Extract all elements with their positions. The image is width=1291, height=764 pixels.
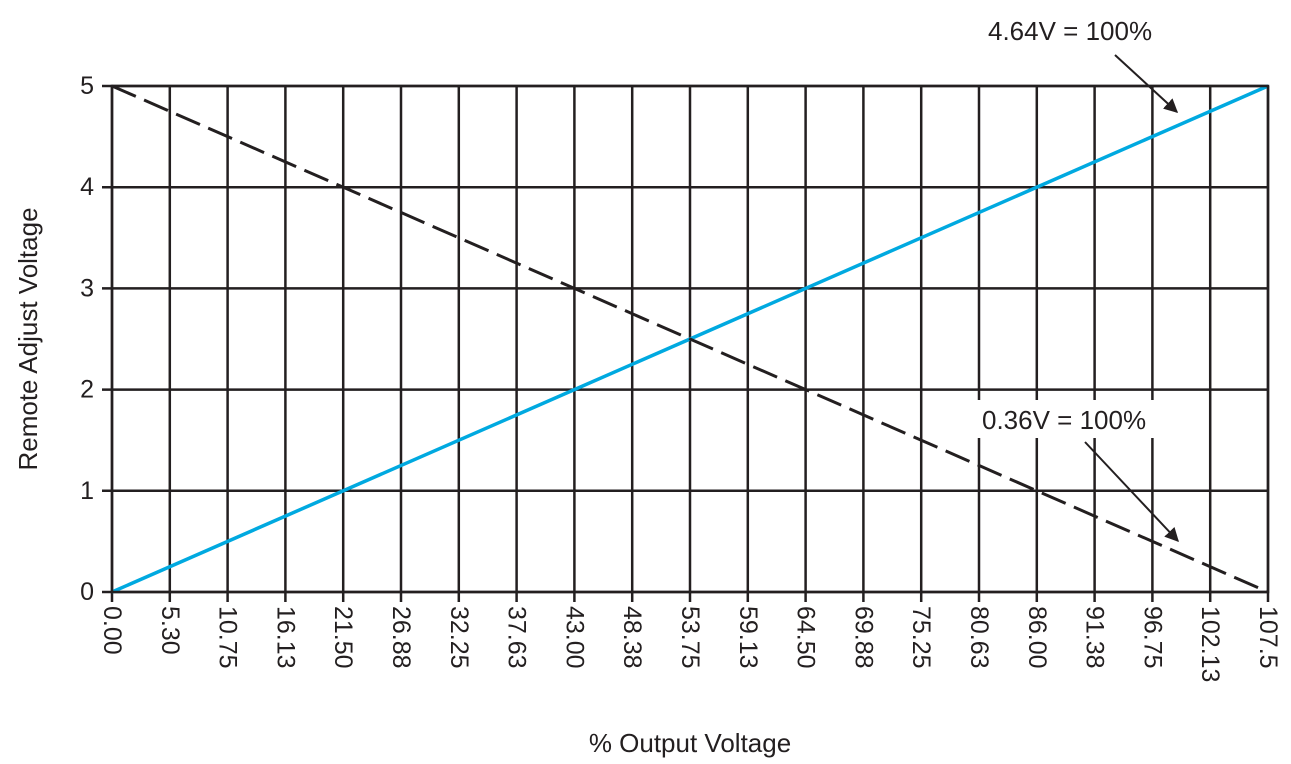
x-tick-label: 102.13 bbox=[1196, 606, 1224, 682]
x-tick-label: 96.75 bbox=[1138, 606, 1166, 669]
x-tick-label: 37.63 bbox=[503, 606, 531, 669]
annotation-label-lower: 0.36V = 100% bbox=[982, 405, 1146, 435]
annotation-label-background bbox=[976, 400, 1198, 438]
y-tick-label: 2 bbox=[80, 376, 94, 404]
y-tick-label: 5 bbox=[80, 72, 94, 100]
series-line-dashed bbox=[111, 84, 1269, 594]
y-tick-labels: 0 1 2 3 4 5 bbox=[80, 72, 94, 606]
x-tick-label: 107.5 bbox=[1254, 606, 1282, 669]
y-tick-label: 1 bbox=[80, 477, 94, 505]
annotation-arrow-upper bbox=[1114, 54, 1179, 113]
x-tick-label: 59.13 bbox=[734, 606, 762, 669]
series-lines bbox=[111, 84, 1269, 594]
y-tick-label: 4 bbox=[80, 173, 94, 201]
x-tick-labels: 0.00 5.30 10.75 16.13 21.50 26.88 32.25 37.63 43… bbox=[98, 606, 1282, 682]
x-tick-label: 53.75 bbox=[676, 606, 704, 669]
x-axis-label: % Output Voltage bbox=[589, 728, 791, 758]
x-tick-label: 0.00 bbox=[98, 606, 126, 655]
x-tick-label: 48.38 bbox=[618, 606, 646, 669]
x-tick-label: 69.88 bbox=[849, 606, 877, 669]
x-tick-label: 26.88 bbox=[387, 606, 415, 669]
x-tick-label: 10.75 bbox=[214, 606, 242, 669]
x-tick-label: 32.25 bbox=[445, 606, 473, 669]
x-tick-label: 5.30 bbox=[156, 606, 184, 655]
y-tick-label: 3 bbox=[80, 274, 94, 302]
x-tick-label: 91.38 bbox=[1081, 606, 1109, 669]
x-tick-label: 64.50 bbox=[792, 606, 820, 669]
x-tick-label: 86.00 bbox=[1023, 606, 1051, 669]
x-tick-label: 80.63 bbox=[965, 606, 993, 669]
x-tick-label: 21.50 bbox=[329, 606, 357, 669]
annotation-arrow-lower bbox=[1084, 441, 1179, 543]
annotation-label-upper: 4.64V = 100% bbox=[988, 16, 1152, 46]
x-tick-label: 43.00 bbox=[560, 606, 588, 669]
y-axis-label: Remote Adjust Voltage bbox=[13, 207, 43, 470]
x-tick-label: 75.25 bbox=[907, 606, 935, 669]
plot-frame bbox=[110, 84, 1270, 594]
x-tick-label: 16.13 bbox=[271, 606, 299, 669]
y-tick-label: 0 bbox=[80, 578, 94, 606]
annotations: 4.64V = 100% 0.36V = 100% bbox=[976, 16, 1198, 543]
